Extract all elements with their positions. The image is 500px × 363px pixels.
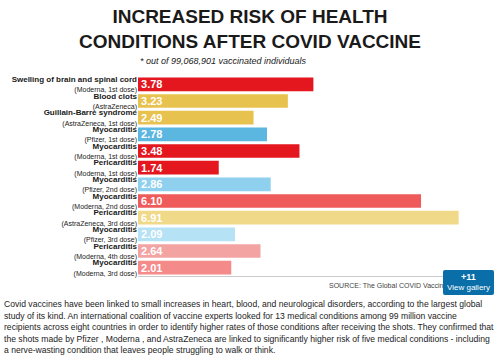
svg-text:2.49: 2.49 (141, 112, 162, 124)
svg-text:1.74: 1.74 (141, 162, 163, 174)
svg-text:3.23: 3.23 (141, 95, 162, 107)
svg-text:Pericarditis(Moderna, 1st dose: Pericarditis(Moderna, 1st dose) (74, 158, 137, 177)
svg-text:2.01: 2.01 (141, 262, 162, 274)
svg-text:3.78: 3.78 (141, 78, 162, 90)
svg-text:Myocarditis(Pfizer, 2nd dose): Myocarditis(Pfizer, 2nd dose) (82, 175, 137, 194)
svg-text:Myocarditis(Moderna, 1st dose): Myocarditis(Moderna, 1st dose) (74, 142, 137, 161)
svg-text:Pericarditis(AstraZeneca, 3rd: Pericarditis(AstraZeneca, 3rd dose) (62, 208, 138, 227)
svg-text:Myocarditis(Pfizer, 1st dose): Myocarditis(Pfizer, 1st dose) (84, 125, 137, 144)
svg-text:Myocarditis(Moderna, 2nd dose): Myocarditis(Moderna, 2nd dose) (72, 192, 138, 211)
svg-text:2.86: 2.86 (141, 178, 162, 190)
svg-text:Swelling of brain and spinal c: Swelling of brain and spinal cord(Modern… (12, 75, 137, 94)
svg-text:Guillain-Barre syndrome(AstraZ: Guillain-Barre syndrome(AstraZeneca, 1st… (44, 108, 138, 127)
svg-text:3.48: 3.48 (141, 145, 162, 157)
svg-text:Myocarditis(Pfizer, 3rd dose): Myocarditis(Pfizer, 3rd dose) (84, 225, 138, 244)
svg-text:6.91: 6.91 (141, 212, 162, 224)
svg-text:2.64: 2.64 (141, 245, 163, 257)
svg-text:6.10: 6.10 (141, 195, 162, 207)
svg-text:2.09: 2.09 (141, 228, 162, 240)
svg-text:2.78: 2.78 (141, 128, 162, 140)
svg-text:Blood clots(AstraZeneca): Blood clots(AstraZeneca) (93, 92, 138, 111)
svg-text:Pericarditis(Moderna, 4th dose: Pericarditis(Moderna, 4th dose) (74, 242, 138, 261)
svg-text:Myocarditis(Moderna, 3rd dose): Myocarditis(Moderna, 3rd dose) (74, 258, 138, 277)
svg-text:* out of 99,068,901 vaccinated: * out of 99,068,901 vaccinated individua… (140, 56, 307, 66)
svg-text:INCREASED RISK OF HEALTHCONDIT: INCREASED RISK OF HEALTHCONDITIONS AFTER… (79, 6, 421, 52)
